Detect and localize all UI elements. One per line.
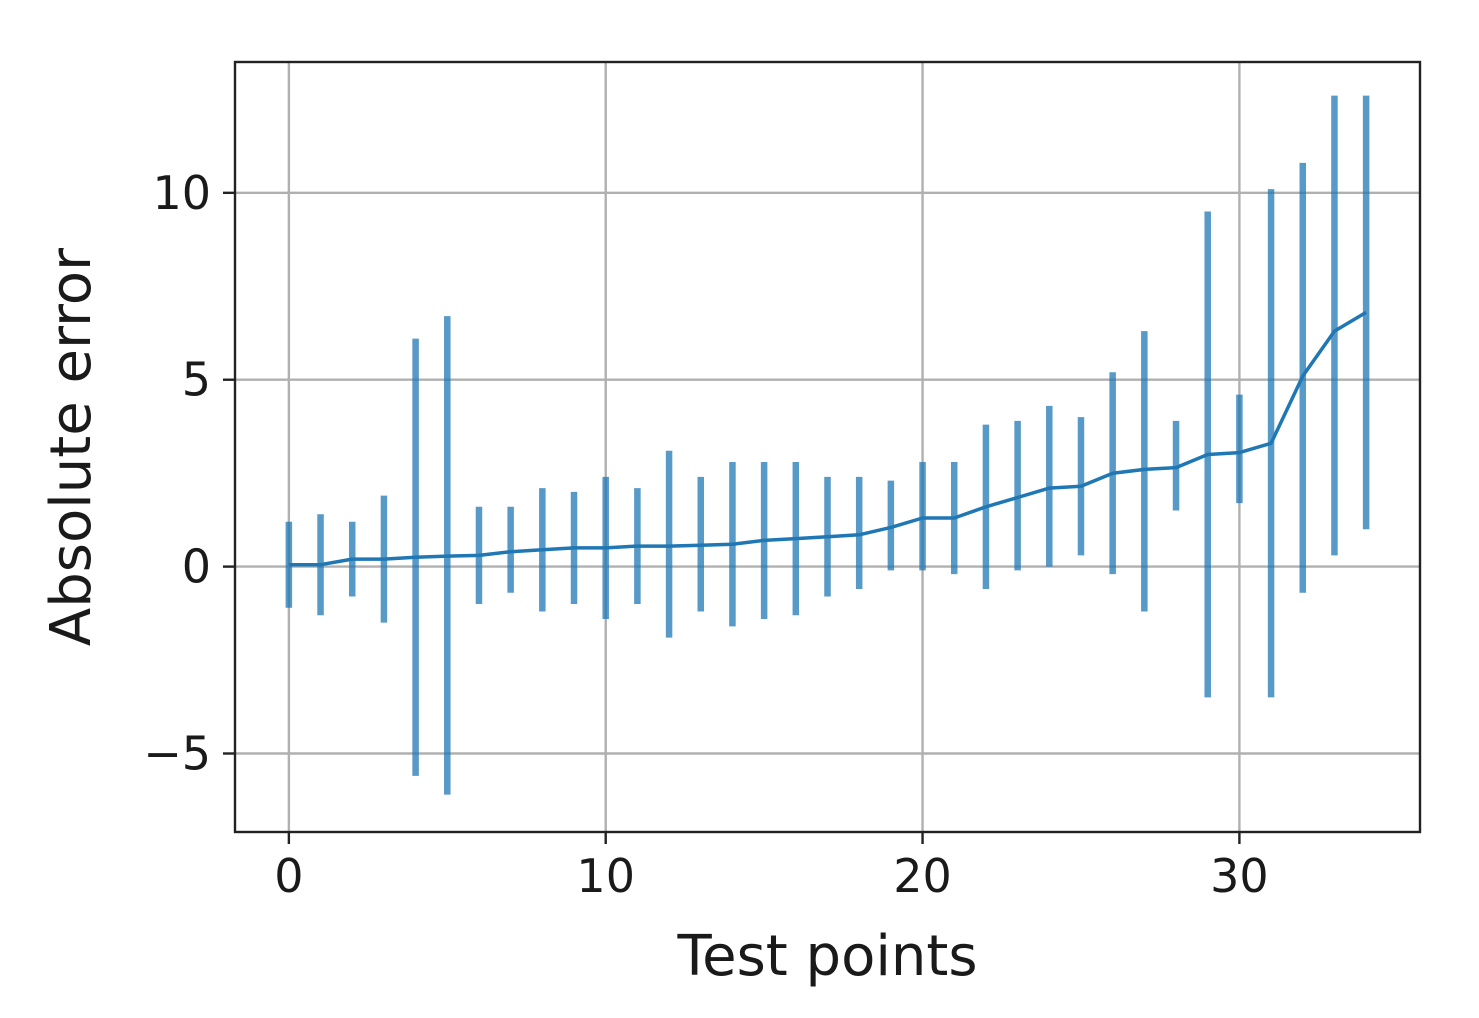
y-tick-label: 10 bbox=[152, 166, 211, 220]
y-tick-label: 0 bbox=[182, 540, 211, 594]
plot-frame bbox=[233, 60, 1422, 834]
x-tick-label: 30 bbox=[1210, 849, 1269, 903]
error-bars bbox=[285, 95, 1370, 795]
x-tick-label: 0 bbox=[274, 849, 303, 903]
y-tick-label: 5 bbox=[182, 353, 211, 407]
x-tick-label: 10 bbox=[576, 849, 635, 903]
mean-line-layer bbox=[288, 310, 1367, 567]
y-axis-label: Absolute error bbox=[39, 247, 104, 646]
y-tick-label: −5 bbox=[143, 727, 211, 781]
x-axis-label: Test points bbox=[676, 924, 977, 989]
ticks: 0 10 20 30 −5 0 5 10 bbox=[143, 166, 1268, 903]
x-tick-label: 20 bbox=[893, 849, 952, 903]
mean-error-line bbox=[288, 310, 1367, 567]
